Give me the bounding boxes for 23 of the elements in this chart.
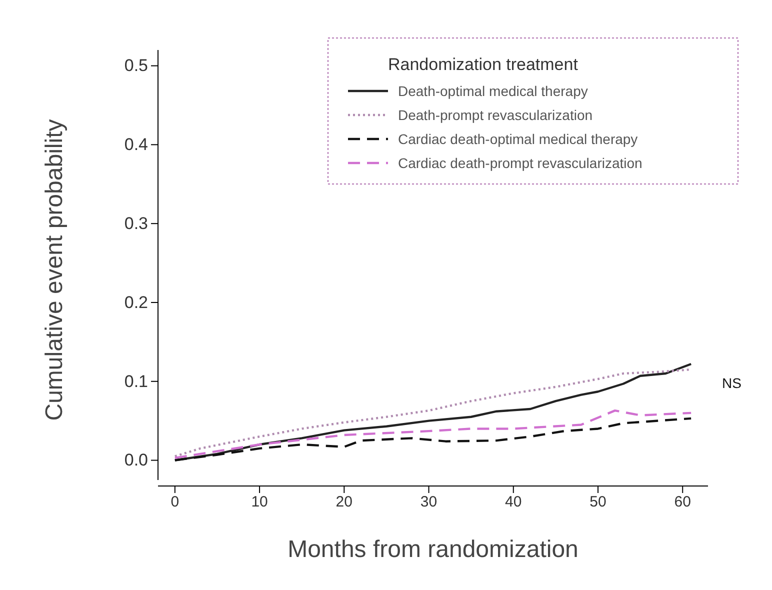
line-series (174, 409, 692, 460)
legend-label: Death-optimal medical therapy (398, 83, 588, 99)
x-tick-label: 60 (674, 494, 691, 511)
legend-title: Randomization treatment (388, 55, 578, 74)
y-tick-label: 0.0 (124, 450, 148, 470)
y-tick-label: 0.5 (124, 56, 148, 76)
y-tick-label: 0.1 (124, 372, 148, 391)
line-series (174, 417, 692, 462)
y-tick-label: 0.2 (124, 292, 148, 312)
x-tick-label: 20 (336, 494, 352, 511)
x-tick-label: 10 (251, 494, 268, 511)
x-tick-label: 30 (420, 494, 438, 511)
x-tick-label: 0 (170, 494, 180, 511)
x-tick-label: 40 (505, 494, 522, 511)
legend-label: Cardiac death-optimal medical therapy (398, 131, 638, 147)
legend-label: Death-prompt revascularization (398, 107, 593, 123)
legend-label: Cardiac death-prompt revascularization (398, 155, 642, 171)
x-tick-label: 50 (590, 494, 606, 511)
text: NS (722, 375, 742, 391)
y-tick-label: 0.3 (124, 214, 148, 234)
y-axis-title: Cumulative event probability (41, 119, 68, 421)
y-tick-label: 0.4 (124, 135, 148, 154)
x-axis-title: Months from randomization (288, 536, 578, 563)
